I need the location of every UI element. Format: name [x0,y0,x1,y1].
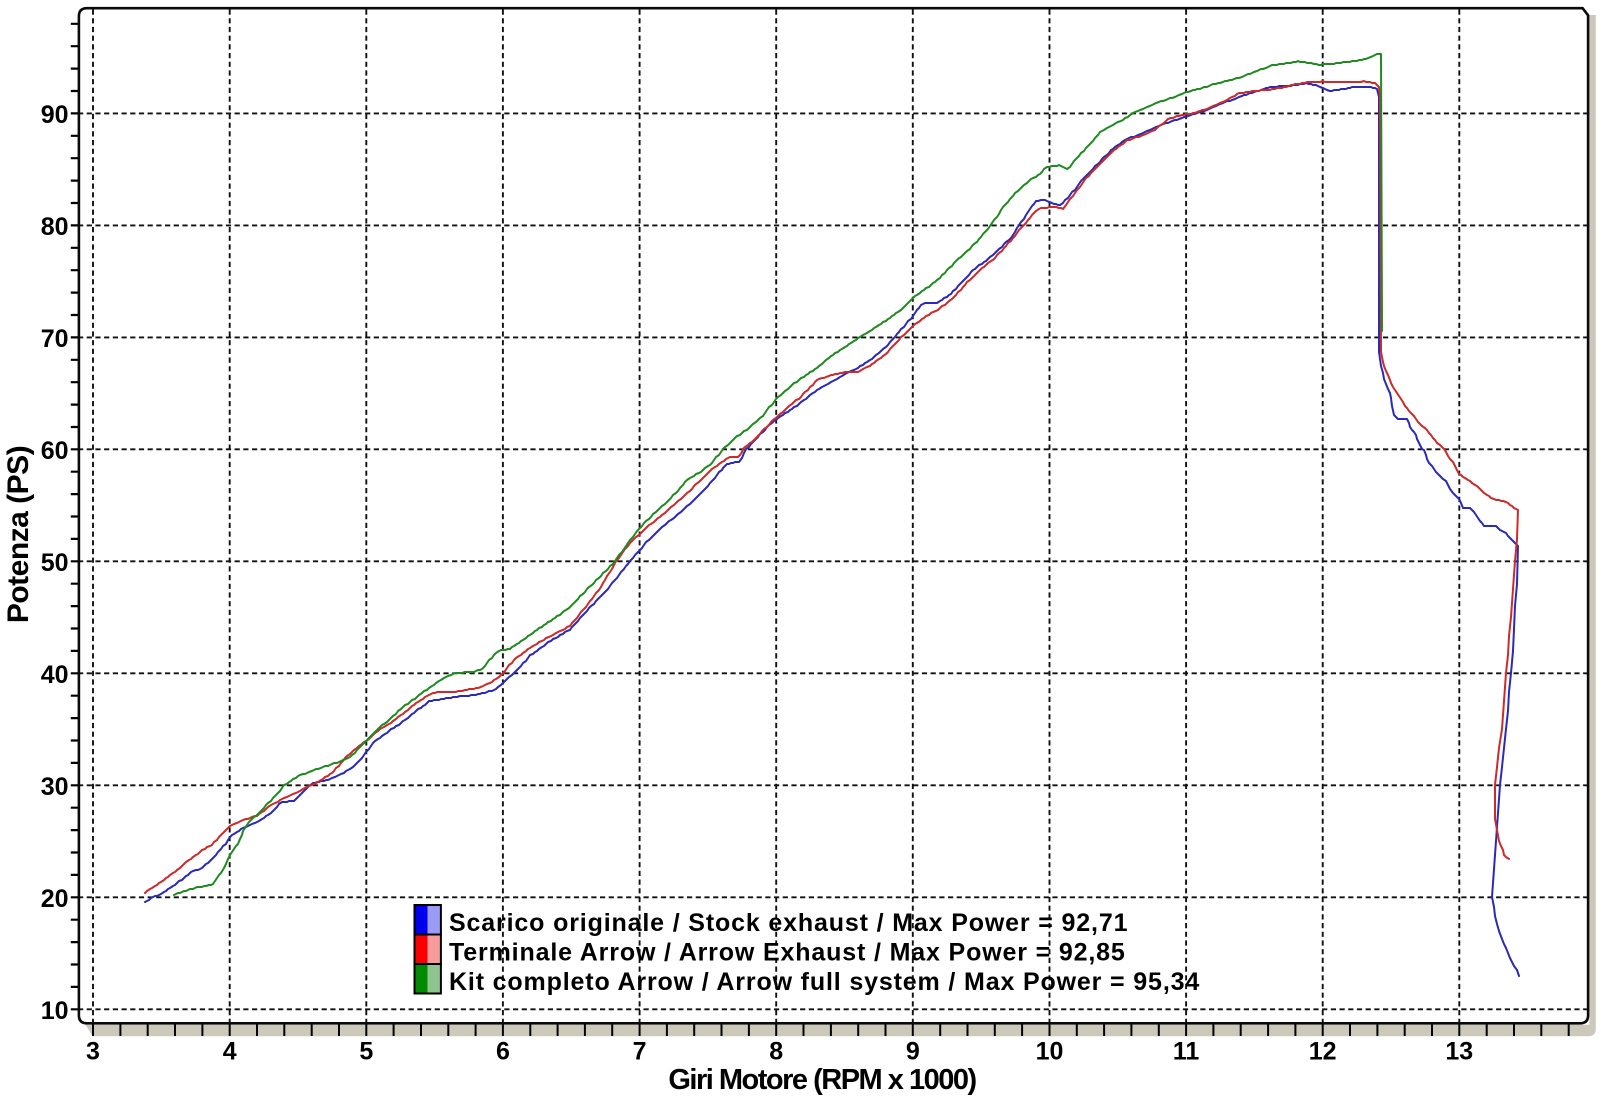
svg-text:Terminale Arrow / Arrow Exhaus: Terminale Arrow / Arrow Exhaust / Max Po… [449,939,1126,967]
svg-text:80: 80 [41,213,69,241]
svg-text:Kit completo Arrow / Arrow ful: Kit completo Arrow / Arrow full system /… [449,968,1200,996]
svg-text:4: 4 [223,1038,237,1066]
svg-text:13: 13 [1445,1038,1473,1066]
svg-text:60: 60 [41,437,69,465]
svg-text:12: 12 [1309,1038,1337,1066]
svg-text:3: 3 [86,1038,100,1066]
svg-text:6: 6 [496,1038,510,1066]
svg-text:50: 50 [41,549,69,577]
svg-text:9: 9 [906,1038,920,1066]
svg-text:30: 30 [41,773,69,801]
svg-text:40: 40 [41,661,69,689]
svg-text:90: 90 [41,101,69,129]
svg-text:11: 11 [1173,1038,1200,1066]
svg-text:Scarico originale / Stock exha: Scarico originale / Stock exhaust / Max … [449,909,1128,937]
svg-text:Giri Motore (RPM x 1000): Giri Motore (RPM x 1000) [668,1064,976,1096]
svg-text:7: 7 [633,1038,647,1066]
svg-text:Potenza (PS): Potenza (PS) [2,446,35,623]
svg-text:70: 70 [41,325,69,353]
svg-text:10: 10 [41,997,69,1025]
svg-text:8: 8 [769,1038,783,1066]
svg-text:20: 20 [41,885,69,913]
svg-text:5: 5 [359,1038,373,1066]
svg-text:10: 10 [1036,1038,1064,1066]
